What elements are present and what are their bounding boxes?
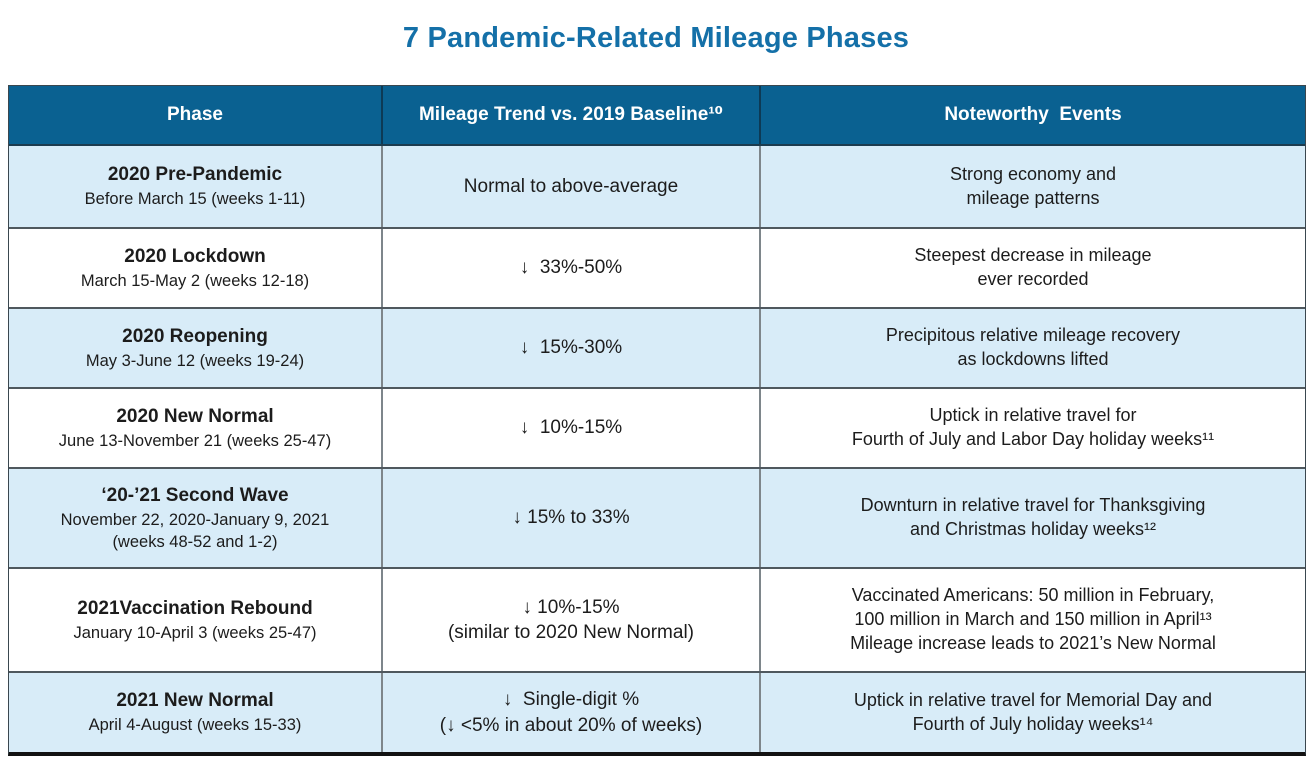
table-row-second-wave: ‘20-’21 Second Wave November 22, 2020-Ja…: [9, 467, 1305, 567]
events-cell: Vaccinated Americans: 50 million in Febr…: [759, 569, 1305, 671]
events-cell: Steepest decrease in mileage ever record…: [759, 229, 1305, 307]
events-cell: Precipitous relative mileage recovery as…: [759, 309, 1305, 387]
phase-title: 2021Vaccination Rebound: [77, 597, 313, 619]
trend-cell: ↓ 10%-15%: [381, 389, 759, 467]
phase-cell: ‘20-’21 Second Wave November 22, 2020-Ja…: [9, 469, 381, 567]
trend-cell: ↓ 33%-50%: [381, 229, 759, 307]
column-header-mileage-trend: Mileage Trend vs. 2019 Baseline¹⁰: [381, 86, 759, 144]
column-header-phase: Phase: [167, 104, 223, 126]
phase-dates: April 4-August (weeks 15-33): [88, 716, 302, 735]
phase-dates: May 3-June 12 (weeks 19-24): [85, 351, 305, 370]
table-row-reopening: 2020 Reopening May 3-June 12 (weeks 19-2…: [9, 307, 1305, 387]
events-cell: Uptick in relative travel for Memorial D…: [759, 673, 1305, 752]
page-title: 7 Pandemic-Related Mileage Phases: [402, 22, 910, 54]
phase-cell: 2020 Pre-Pandemic Before March 15 (weeks…: [9, 146, 381, 227]
mileage-phases-table: Phase Mileage Trend vs. 2019 Baseline¹⁰ …: [8, 85, 1306, 756]
phase-title: ‘20-’21 Second Wave: [101, 484, 289, 506]
table-row-pre-pandemic: 2020 Pre-Pandemic Before March 15 (weeks…: [9, 146, 1305, 227]
column-header-noteworthy-events: Noteworthy Events: [759, 86, 1305, 144]
phase-cell: 2020 Lockdown March 15-May 2 (weeks 12-1…: [9, 229, 381, 307]
phase-cell: 2020 New Normal June 13-November 21 (wee…: [9, 389, 381, 467]
trend-cell: ↓ 10%-15% (similar to 2020 New Normal): [381, 569, 759, 671]
table-row-2020-new-normal: 2020 New Normal June 13-November 21 (wee…: [9, 387, 1305, 467]
phase-title: 2021 New Normal: [116, 690, 274, 712]
phase-dates: November 22, 2020-January 9, 2021 (weeks…: [60, 510, 330, 551]
phase-title: 2020 Pre-Pandemic: [107, 164, 283, 186]
trend-cell: Normal to above-average: [381, 146, 759, 227]
phase-cell: 2021 New Normal April 4-August (weeks 15…: [9, 673, 381, 752]
phase-dates: March 15-May 2 (weeks 12-18): [80, 271, 310, 290]
table-row-vaccination-rebound: 2021Vaccination Rebound January 10-April…: [9, 567, 1305, 671]
table-header-row: Phase Mileage Trend vs. 2019 Baseline¹⁰ …: [9, 86, 1305, 146]
table-row-2021-new-normal: 2021 New Normal April 4-August (weeks 15…: [9, 671, 1305, 752]
phase-title: 2020 Lockdown: [124, 245, 266, 267]
phase-title: 2020 New Normal: [116, 405, 274, 427]
phase-dates: January 10-April 3 (weeks 25-47): [73, 623, 317, 642]
trend-cell: ↓ 15% to 33%: [381, 469, 759, 567]
phase-cell: 2021Vaccination Rebound January 10-April…: [9, 569, 381, 671]
events-cell: Strong economy and mileage patterns: [759, 146, 1305, 227]
events-cell: Downturn in relative travel for Thanksgi…: [759, 469, 1305, 567]
table-row-lockdown: 2020 Lockdown March 15-May 2 (weeks 12-1…: [9, 227, 1305, 307]
phase-dates: Before March 15 (weeks 1-11): [84, 190, 306, 209]
trend-cell: ↓ 15%-30%: [381, 309, 759, 387]
phase-cell: 2020 Reopening May 3-June 12 (weeks 19-2…: [9, 309, 381, 387]
events-cell: Uptick in relative travel for Fourth of …: [759, 389, 1305, 467]
phase-dates: June 13-November 21 (weeks 25-47): [58, 431, 332, 450]
trend-cell: ↓ Single-digit % (↓ <5% in about 20% of …: [381, 673, 759, 752]
phase-title: 2020 Reopening: [122, 325, 268, 347]
